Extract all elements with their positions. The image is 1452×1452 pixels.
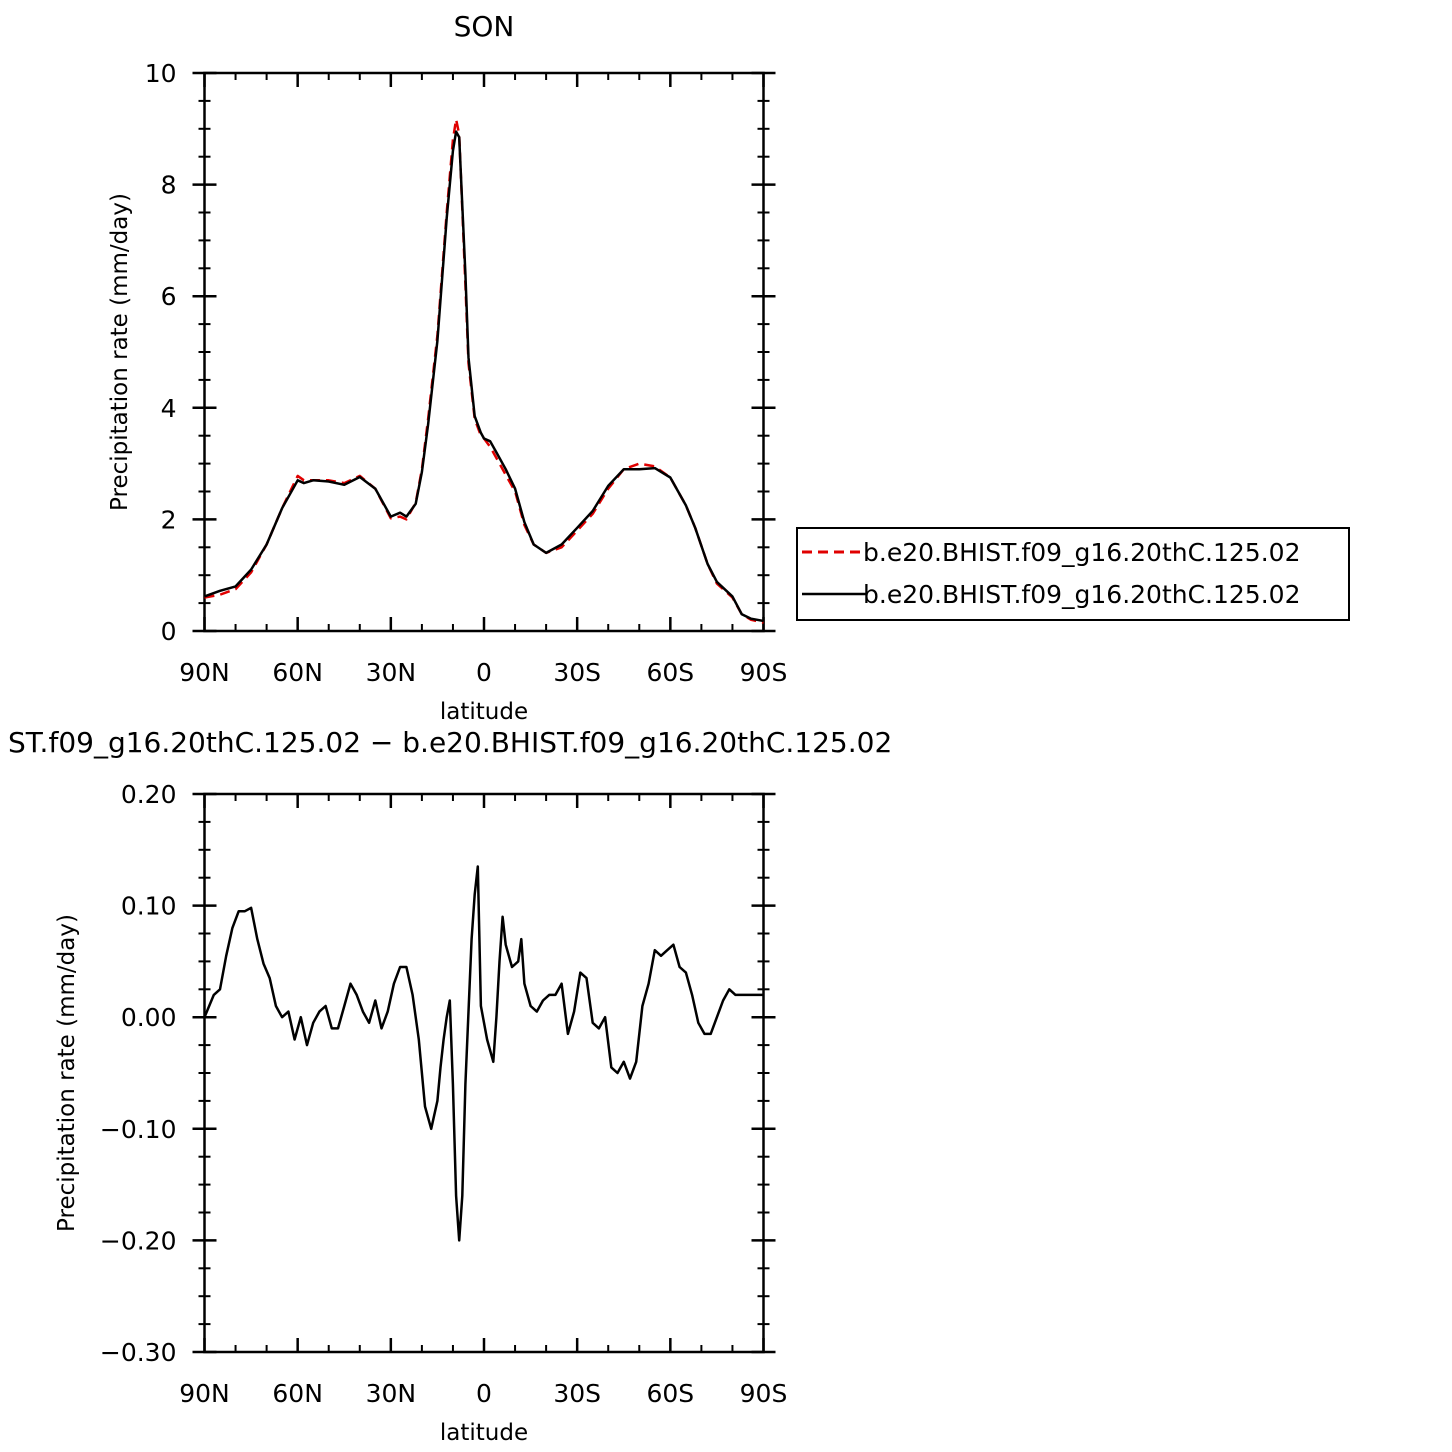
x-tick-label: 60N bbox=[272, 658, 323, 687]
x-tick-label: 30N bbox=[366, 1379, 417, 1408]
bottom-y-axis-label: Precipitation rate (mm/day) bbox=[54, 914, 80, 1232]
y-tick-label: −0.30 bbox=[100, 1338, 177, 1367]
x-tick-label: 90S bbox=[740, 1379, 788, 1408]
y-tick-label: 6 bbox=[161, 282, 177, 311]
top-y-tick-labels: 0 2 4 6 8 10 bbox=[145, 59, 177, 646]
top-series-lines bbox=[204, 118, 764, 624]
top-y-axis-label: Precipitation rate (mm/day) bbox=[107, 193, 133, 511]
y-tick-label: 10 bbox=[145, 59, 177, 88]
y-tick-label: 2 bbox=[161, 505, 177, 534]
legend-box bbox=[796, 527, 1350, 621]
top-axis-ticks bbox=[192, 71, 776, 633]
x-tick-label: 60S bbox=[646, 658, 694, 687]
x-tick-label: 30S bbox=[553, 658, 601, 687]
x-tick-label: 90S bbox=[740, 658, 788, 687]
top-x-tick-labels: 90N 60N 30N 0 30S 60S 90S bbox=[179, 658, 787, 687]
y-tick-label: −0.20 bbox=[100, 1226, 177, 1255]
top-chart-panel: SON 90N 60N 30N 0 30S 60S 90S 0 2 4 6 8 10 latitude… bbox=[107, 10, 1350, 725]
y-tick-label: 0.20 bbox=[121, 780, 177, 809]
y-tick-label: 0.00 bbox=[121, 1003, 177, 1032]
x-tick-label: 30N bbox=[366, 658, 417, 687]
series-line-black-solid bbox=[204, 130, 764, 623]
legend-entry-label: b.e20.BHIST.f09_g16.20thC.125.02 bbox=[863, 580, 1300, 609]
x-tick-label: 0 bbox=[476, 658, 492, 687]
x-tick-label: 60N bbox=[272, 1379, 323, 1408]
series-line-red-dashed bbox=[204, 118, 764, 624]
y-tick-label: 0 bbox=[161, 617, 177, 646]
x-tick-label: 60S bbox=[646, 1379, 694, 1408]
bottom-series-lines bbox=[203, 865, 764, 1242]
bottom-plot-frame bbox=[203, 792, 765, 1354]
top-x-axis-label: latitude bbox=[440, 699, 528, 725]
bottom-x-tick-labels: 90N 60N 30N 0 30S 60S 90S bbox=[179, 1379, 787, 1408]
x-tick-label: 90N bbox=[179, 1379, 230, 1408]
x-tick-label: 30S bbox=[553, 1379, 601, 1408]
bottom-y-tick-labels: 0.20 0.10 0.00 −0.10 −0.20 −0.30 bbox=[100, 780, 177, 1367]
legend: b.e20.BHIST.f09_g16.20thC.125.02 b.e20.B… bbox=[796, 527, 1350, 621]
bottom-x-axis-label: latitude bbox=[440, 1420, 528, 1446]
x-tick-label: 0 bbox=[476, 1379, 492, 1408]
top-plot-frame bbox=[203, 71, 765, 633]
x-tick-label: 90N bbox=[179, 658, 230, 687]
bottom-axis-ticks bbox=[192, 792, 776, 1354]
bottom-chart-panel: ST.f09_g16.20thC.125.02 − b.e20.BHIST.f0… bbox=[8, 726, 892, 1446]
y-tick-label: 4 bbox=[161, 394, 177, 423]
top-chart-title: SON bbox=[454, 10, 515, 43]
series-line-black-solid bbox=[203, 865, 764, 1242]
y-tick-label: 8 bbox=[161, 171, 177, 200]
legend-entry-label: b.e20.BHIST.f09_g16.20thC.125.02 bbox=[863, 538, 1300, 567]
bottom-chart-title: ST.f09_g16.20thC.125.02 − b.e20.BHIST.f0… bbox=[8, 726, 892, 759]
y-tick-label: −0.10 bbox=[100, 1115, 177, 1144]
y-tick-label: 0.10 bbox=[121, 892, 177, 921]
